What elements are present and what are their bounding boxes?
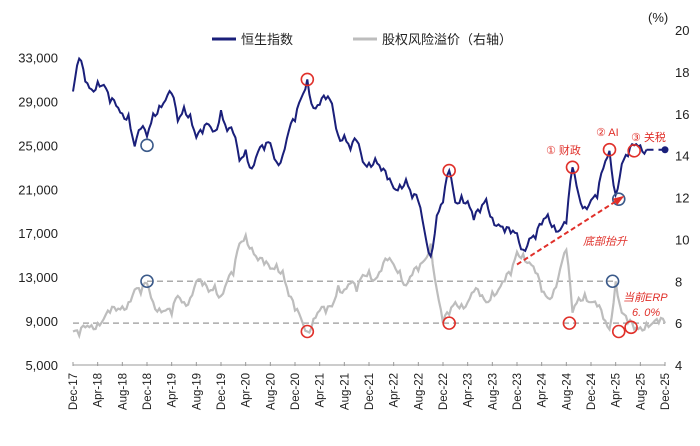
x-tick-label: Dec-25 <box>660 373 672 410</box>
x-tick-label: Aug-25 <box>635 373 647 410</box>
x-tick-label: Aug-20 <box>265 373 277 410</box>
left-tick-label: 17,000 <box>18 226 58 241</box>
highlight-circle <box>627 144 641 158</box>
x-tick-label: Apr-25 <box>611 373 623 408</box>
legend-label-erp: 股权风险溢价（右轴） <box>382 32 512 47</box>
hsi-projection-dot <box>661 146 669 154</box>
annotation-ai: ② AI <box>596 127 619 139</box>
highlight-circle <box>624 320 638 335</box>
series <box>72 56 669 340</box>
right-tick-label: 14 <box>675 149 689 164</box>
right-tick-label: 6 <box>675 316 682 331</box>
annotations: ① 财政 ② AI ③ 关税 底部抬升 当前ERP 6. 0% <box>546 127 668 319</box>
x-tick-label: Apr-23 <box>463 373 475 408</box>
x-tick-label: Apr-18 <box>93 373 105 408</box>
x-tick-label: Apr-22 <box>389 373 401 408</box>
highlight-circle <box>605 274 620 289</box>
highlight-circle <box>562 316 577 330</box>
x-tick-label: Apr-24 <box>537 372 549 407</box>
left-tick-label: 25,000 <box>18 138 58 153</box>
highlight-circle <box>442 316 456 330</box>
x-tick-label: Dec-23 <box>512 373 524 410</box>
x-tick-label: Apr-20 <box>241 373 253 408</box>
highlight-circle <box>140 138 154 153</box>
erp-series-line <box>72 231 666 340</box>
left-tick-label: 13,000 <box>18 270 58 285</box>
highlight-circle <box>300 72 315 87</box>
highlight-circle <box>611 324 626 339</box>
right-tick-label: 18 <box>675 65 689 80</box>
highlight-circle <box>442 163 456 178</box>
legend: 恒生指数 股权风险溢价（右轴） <box>212 32 512 47</box>
x-tick-label: Dec-18 <box>142 373 154 410</box>
annotation-bottom-rising: 底部抬升 <box>583 235 628 248</box>
hsi-series-line <box>72 56 648 260</box>
x-tick-label: Dec-20 <box>290 373 302 410</box>
x-tick-label: Apr-21 <box>315 373 327 408</box>
x-tick-label: Aug-24 <box>561 372 573 410</box>
left-tick-label: 5,000 <box>25 358 58 373</box>
left-tick-label: 21,000 <box>18 182 58 197</box>
left-tick-label: 33,000 <box>18 50 58 65</box>
x-tick-label: Dec-24 <box>586 372 598 410</box>
reference-lines <box>73 280 665 324</box>
left-tick-label: 29,000 <box>18 94 58 109</box>
highlight-circle <box>300 324 315 339</box>
x-tick-label: Dec-21 <box>364 373 376 410</box>
annotation-current-erp-label: 当前ERP <box>623 291 668 304</box>
right-tick-label: 10 <box>675 232 689 247</box>
axes: Dec-17 Apr-18 Aug-18 Dec-18 Apr-19 Aug-19 Dec-… <box>18 23 689 410</box>
x-tick-label: Dec-19 <box>216 373 228 410</box>
right-tick-label: 16 <box>675 107 689 122</box>
x-tick-label: Aug-22 <box>413 373 425 410</box>
x-tick-label: Dec-22 <box>438 373 450 410</box>
right-tick-label: 12 <box>675 191 689 206</box>
trend-arrow-head <box>612 195 625 206</box>
x-tick-label: Aug-18 <box>117 373 129 410</box>
markers <box>140 72 641 339</box>
x-tick-label: Apr-19 <box>167 373 179 408</box>
highlight-circle <box>140 274 154 289</box>
annotation-tariff: ③ 关税 <box>631 130 666 144</box>
annotation-current-erp-value: 6. 0% <box>632 307 660 319</box>
highlight-circle <box>611 192 626 206</box>
x-tick-label: Aug-23 <box>487 373 499 410</box>
right-tick-label: 8 <box>675 274 682 289</box>
right-axis-unit: (%) <box>648 10 668 25</box>
trend-arrow-line <box>516 196 623 266</box>
x-tick-label: Aug-21 <box>339 373 351 410</box>
highlight-circle <box>565 160 580 175</box>
x-tick-label: Aug-19 <box>191 373 203 410</box>
x-tick-label: Dec-17 <box>68 373 80 410</box>
right-tick-label: 20 <box>675 23 689 38</box>
highlight-circle <box>602 142 617 157</box>
left-tick-label: 9,000 <box>25 314 58 329</box>
legend-label-hsi: 恒生指数 <box>241 32 293 47</box>
annotation-fiscal: ① 财政 <box>546 143 581 157</box>
right-tick-label: 4 <box>675 358 682 373</box>
